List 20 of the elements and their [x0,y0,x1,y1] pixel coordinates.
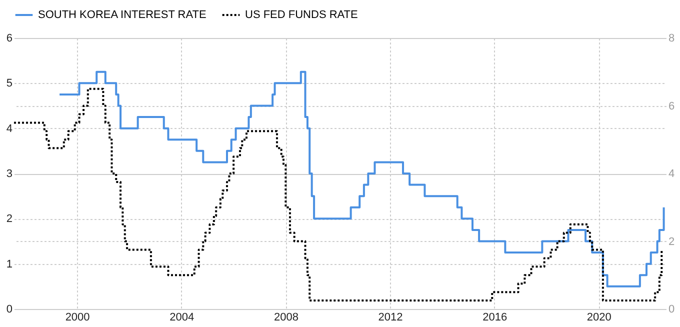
y2-tick-label: 2 [668,236,675,248]
y-tick-label: 1 [6,258,12,270]
y2-tick-label: 8 [668,32,675,44]
y-tick-label: 6 [6,32,12,44]
x-tick-label: 2012 [378,312,403,324]
y-tick-label: 0 [6,304,12,316]
y2-tick-label: 4 [668,168,675,180]
x-tick-label: 2020 [586,312,612,324]
y-tick-label: 5 [6,78,12,90]
legend-label: SOUTH KOREA INTEREST RATE [38,9,206,21]
x-tick-label: 2016 [482,312,508,324]
y-tick-label: 3 [6,168,12,180]
x-tick-label: 2000 [65,312,90,324]
x-tick-label: 2008 [274,312,298,324]
x-tick-label: 2004 [170,312,194,324]
legend-label: US FED FUNDS RATE [245,9,358,21]
y-tick-label: 4 [6,122,12,135]
y-tick-label: 2 [6,213,12,226]
y2-tick-label: 0 [668,304,675,316]
y2-tick-label: 6 [668,100,675,112]
